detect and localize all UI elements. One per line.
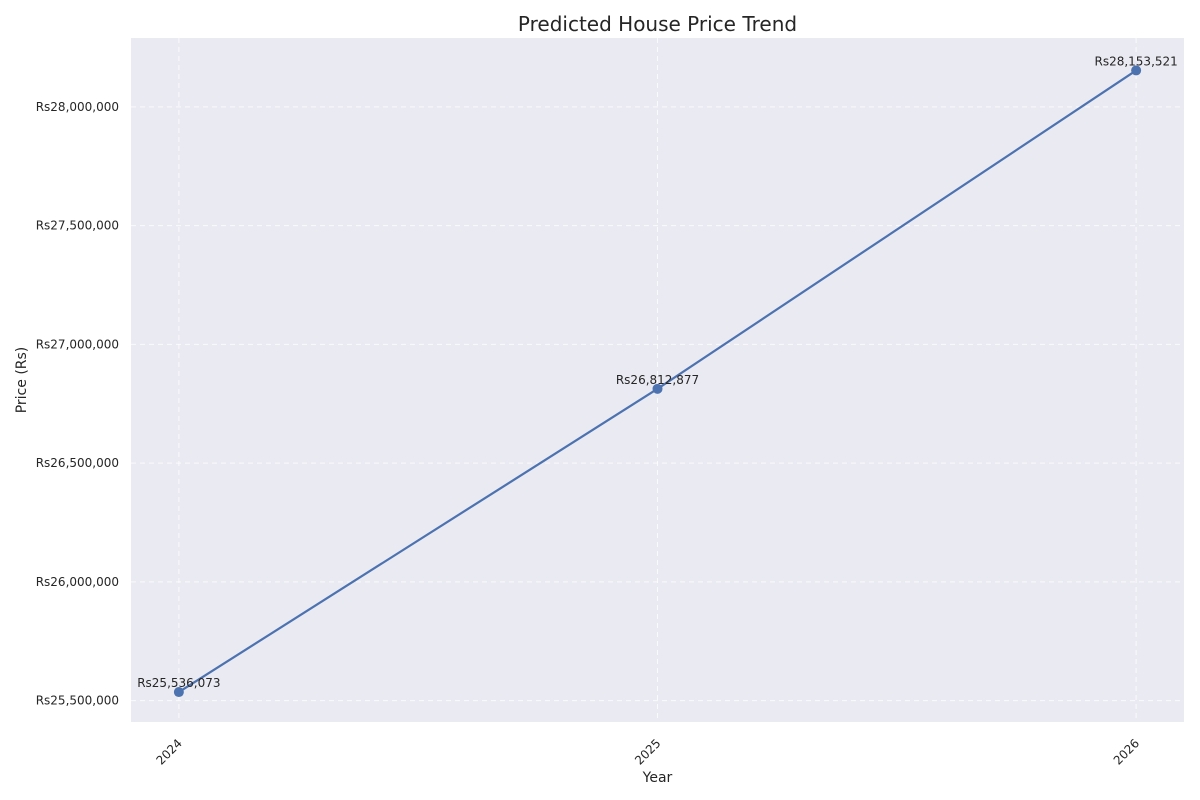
- data-point: [652, 383, 663, 394]
- grid-lines: [131, 38, 1184, 722]
- x-tick-label: 2026: [1111, 736, 1142, 767]
- data-point: [173, 687, 184, 698]
- series-layer: Rs25,536,073 Rs26,812,877 Rs28,153,521: [137, 54, 1178, 698]
- y-tick-label: Rs27,500,000: [36, 219, 119, 233]
- x-tick-label: 2024: [153, 736, 184, 767]
- x-axis-label: Year: [642, 770, 673, 786]
- y-tick-label: Rs28,000,000: [36, 100, 119, 114]
- y-axis-ticks: Rs25,500,000 Rs26,000,000 Rs26,500,000 Rs27…: [36, 100, 119, 708]
- x-tick-label: 2025: [632, 736, 663, 767]
- y-axis-label: Price (Rs): [14, 347, 30, 414]
- y-tick-label: Rs25,500,000: [36, 694, 119, 708]
- data-label: Rs26,812,877: [616, 373, 699, 387]
- data-label: Rs28,153,521: [1094, 54, 1177, 68]
- data-point: [1131, 65, 1142, 76]
- y-tick-label: Rs26,500,000: [36, 456, 119, 470]
- data-label: Rs25,536,073: [137, 676, 220, 690]
- x-axis-ticks: 2024 2025 2026: [153, 736, 1142, 767]
- chart-title: Predicted House Price Trend: [518, 12, 797, 36]
- y-tick-label: Rs27,000,000: [36, 337, 119, 351]
- y-tick-label: Rs26,000,000: [36, 575, 119, 589]
